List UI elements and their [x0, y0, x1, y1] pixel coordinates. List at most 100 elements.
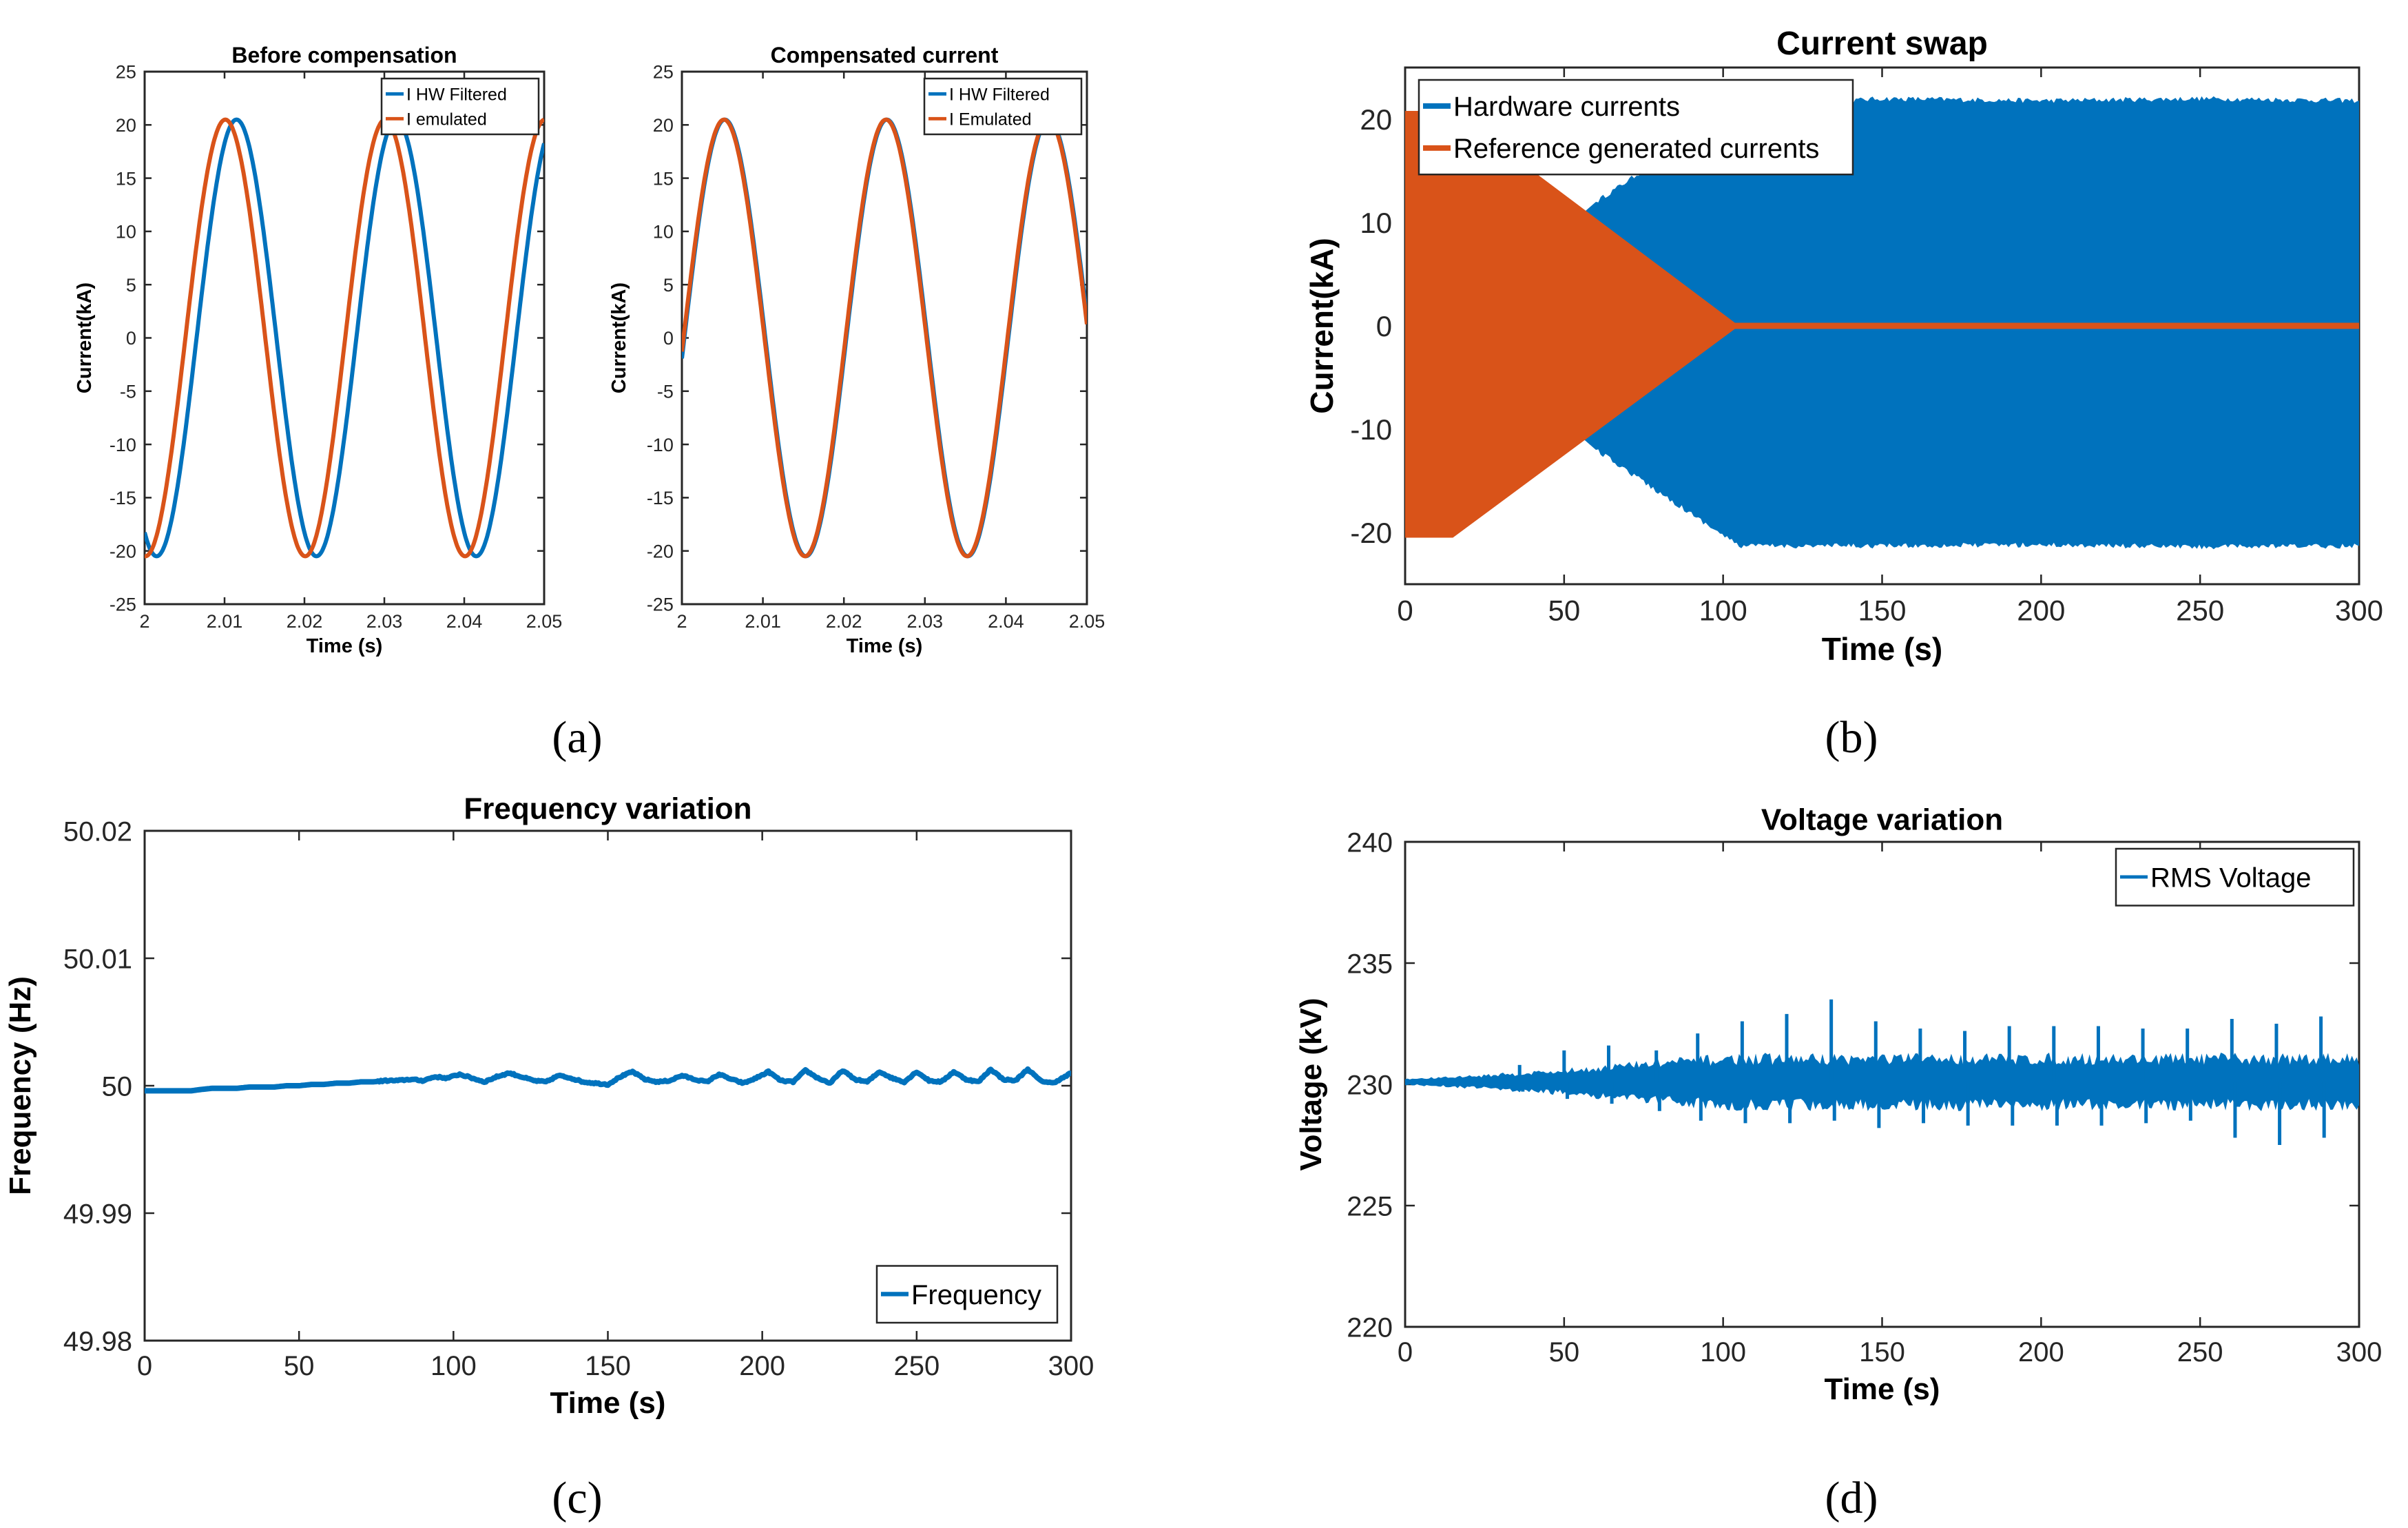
x-axis-label: Time (s) [1822, 631, 1943, 667]
x-tick-label: 200 [2017, 595, 2065, 627]
x-tick-label: 2.04 [446, 611, 483, 632]
y-tick-label: 10 [653, 222, 674, 242]
y-tick-label: 220 [1347, 1312, 1393, 1343]
y-axis-label: Voltage (kV) [1294, 998, 1328, 1170]
x-tick-label: 50 [1548, 595, 1580, 627]
y-axis-label: Current(kA) [608, 282, 630, 393]
x-tick-label: 250 [2177, 1337, 2223, 1367]
x-tick-label: 100 [1699, 595, 1747, 627]
y-tick-label: 10 [116, 222, 136, 242]
legend-label-i-hw-filtered: I HW Filtered [406, 85, 507, 104]
x-axis-label: Time (s) [1825, 1372, 1940, 1406]
y-tick-label: 15 [653, 168, 674, 189]
series-line-i-emulated [682, 117, 1087, 559]
x-tick-label: 150 [1858, 595, 1906, 627]
plot-series [145, 1066, 1071, 1094]
x-tick-label: 2.03 [366, 611, 403, 632]
x-axis-label: Time (s) [847, 635, 923, 657]
y-tick-label: -15 [110, 488, 136, 508]
x-tick-label: 2.02 [826, 611, 862, 632]
x-tick-label: 2.03 [907, 611, 944, 632]
series-line-i-emulated [145, 117, 544, 559]
y-tick-label: 0 [1376, 310, 1392, 342]
x-tick-label: 50 [284, 1351, 315, 1381]
plot-series [682, 117, 1087, 559]
y-tick-label: -20 [1350, 517, 1392, 549]
x-tick-label: 2 [139, 611, 149, 632]
x-tick-label: 300 [2336, 1337, 2383, 1367]
caption-b: (b) [1825, 712, 1878, 763]
legend: I HW Filtered I emulated [380, 77, 540, 136]
caption-d: (d) [1825, 1473, 1878, 1523]
y-tick-label: -10 [647, 435, 674, 455]
y-tick-label: 5 [126, 275, 136, 296]
y-tick-label: -5 [120, 382, 136, 402]
y-tick-label: 0 [663, 328, 674, 349]
y-axis: -25 -20 -15 -10 -5 0 5 10 15 20 25 [110, 62, 544, 615]
y-axis: 220 225 230 235 240 [1347, 827, 2359, 1343]
y-tick-label: 240 [1347, 827, 1393, 858]
y-tick-label: -10 [1350, 413, 1392, 446]
x-tick-label: 2.05 [526, 611, 563, 632]
legend: RMS Voltage [2115, 847, 2355, 907]
y-tick-label: -5 [657, 382, 674, 402]
x-tick-label: 200 [739, 1351, 785, 1381]
x-tick-label: 0 [1398, 1337, 1413, 1367]
y-tick-label: 5 [663, 275, 674, 296]
caption-a: (a) [552, 712, 602, 763]
chart-before-compensation: 2 2.01 2.02 2.03 2.04 2.05 -25 -20 -15 -10 -5 0 5 10 1… [74, 43, 562, 657]
y-tick-label: 50 [102, 1071, 133, 1102]
chart-current-swap: 0 50 100 150 200 250 300 -20 -10 0 10 20 Current swa… [1304, 25, 2383, 667]
x-tick-label: 2.02 [287, 611, 323, 632]
legend-box [875, 1265, 1059, 1324]
y-tick-label: -10 [110, 435, 136, 455]
plot-area [681, 70, 1088, 606]
y-tick-label: -25 [647, 595, 674, 615]
x-axis: 0 50 100 150 200 250 300 [137, 831, 1094, 1381]
legend-box [1418, 79, 1854, 176]
legend-label-i-hw-filtered: I HW Filtered [949, 85, 1050, 104]
legend: I HW Filtered I Emulated [923, 77, 1083, 136]
y-tick-label: -25 [110, 595, 136, 615]
y-tick-label: 20 [1360, 103, 1392, 136]
x-tick-label: 250 [2176, 595, 2224, 627]
x-axis: 0 50 100 150 200 250 300 [1397, 68, 2383, 627]
x-tick-label: 300 [1048, 1351, 1094, 1381]
y-tick-label: 225 [1347, 1191, 1393, 1221]
legend-box [2115, 847, 2355, 907]
y-tick-label: -20 [110, 541, 136, 561]
legend: Hardware currents Reference generated cur… [1418, 79, 1854, 176]
plot-series [145, 117, 544, 559]
y-tick-label: 49.99 [63, 1199, 132, 1229]
x-tick-label: 0 [137, 1351, 152, 1381]
x-tick-label: 50 [1549, 1337, 1580, 1367]
legend-box [380, 77, 540, 136]
x-tick-label: 150 [1859, 1337, 1905, 1367]
x-tick-label: 2.05 [1069, 611, 1106, 632]
y-axis: -25 -20 -15 -10 -5 0 5 10 15 20 25 [647, 62, 1087, 615]
y-tick-label: 49.98 [63, 1326, 132, 1356]
series-line-frequency [145, 1066, 1071, 1094]
legend-label-i-emulated: I emulated [406, 110, 487, 129]
x-axis: 0 50 100 150 200 250 300 [1398, 842, 2383, 1367]
x-tick-label: 2.04 [988, 611, 1024, 632]
legend-label-hardware-currents: Hardware currents [1453, 92, 1680, 122]
chart-frequency-variation: 0 50 100 150 200 250 300 49.98 49.99 50 50.01 50.02… [3, 792, 1094, 1420]
legend-label-i-emulated: I Emulated [949, 110, 1032, 129]
y-tick-label: -20 [647, 541, 674, 561]
y-tick-label: 235 [1347, 949, 1393, 979]
y-tick-label: 20 [653, 115, 674, 136]
y-axis-label: Frequency (Hz) [3, 976, 37, 1195]
x-tick-label: 100 [1700, 1337, 1746, 1367]
chart-title: Frequency variation [464, 792, 751, 825]
legend-box [923, 77, 1083, 136]
y-tick-label: 15 [116, 168, 136, 189]
x-tick-label: 150 [585, 1351, 631, 1381]
x-tick-label: 0 [1397, 595, 1413, 627]
x-tick-label: 2.01 [745, 611, 781, 632]
series-line-i-hw-filtered [145, 117, 544, 559]
chart-title: Compensated current [771, 43, 999, 68]
x-tick-label: 300 [2335, 595, 2383, 627]
chart-compensated-current: 2 2.01 2.02 2.03 2.04 2.05 -25 -20 -15 -10 -5 0 5 10 1… [608, 43, 1105, 657]
